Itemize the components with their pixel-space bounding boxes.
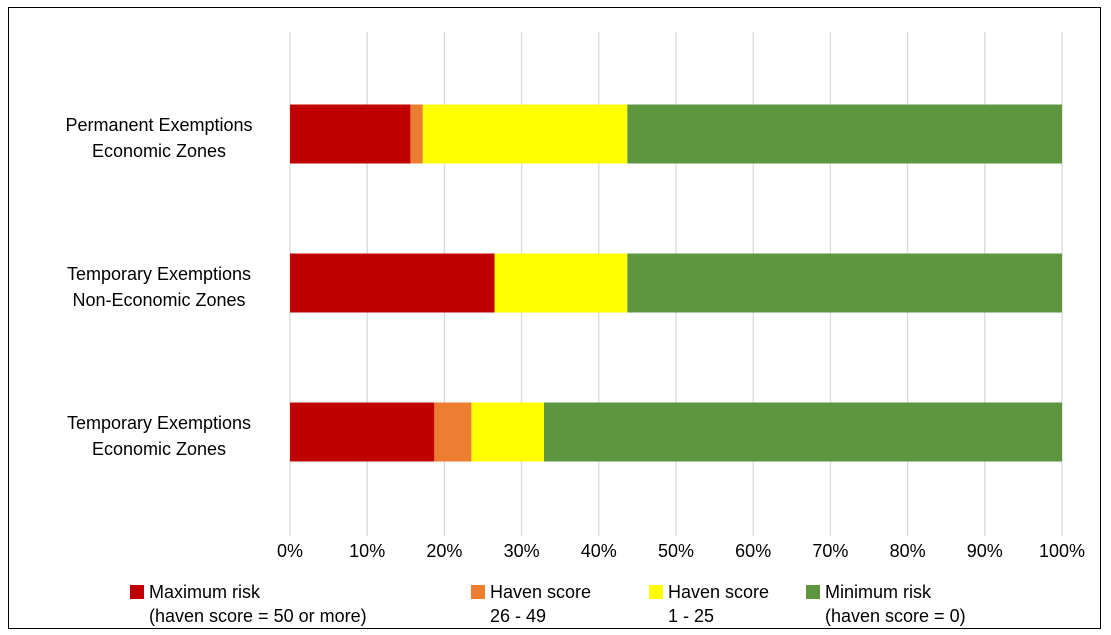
legend-label: Minimum risk (haven score = 0) <box>825 582 966 626</box>
legend-label-line: 1 - 25 <box>668 606 714 626</box>
category-label: Temporary Exemptions Non-Economic Zones <box>67 264 251 310</box>
x-tick-label: 30% <box>504 541 540 561</box>
stacked-bar-chart: Permanent Exemptions Economic ZonesTempor… <box>65 32 1085 626</box>
category-label-line: Economic Zones <box>92 439 226 459</box>
bar-segment <box>627 253 1062 313</box>
legend: Maximum risk (haven score = 50 or more) Ha… <box>130 582 966 626</box>
legend-swatch <box>130 585 144 599</box>
x-tick-label: 10% <box>349 541 385 561</box>
chart-frame: Permanent Exemptions Economic Zones Tempor… <box>8 7 1101 629</box>
bar-segment <box>410 104 423 164</box>
legend-swatch <box>806 585 820 599</box>
legend-label-line: Haven score <box>668 582 769 602</box>
x-axis-tick-labels: 0% 10% 20% 30% 40% 50% 60% 70% 80% 90% 100% <box>277 541 1085 561</box>
bar-segments <box>290 104 1062 462</box>
category-label-line: Permanent Exemptions <box>65 115 252 135</box>
legend-label-line: Haven score <box>490 582 591 602</box>
category-label: Permanent Exemptions Economic Zones <box>65 115 252 161</box>
bar-segment <box>543 402 1062 462</box>
bar-segment <box>471 402 544 462</box>
x-tick-label: 0% <box>277 541 303 561</box>
category-labels: Permanent Exemptions Economic ZonesTempor… <box>65 115 252 459</box>
legend-label-line: 26 - 49 <box>490 606 546 626</box>
legend-swatch <box>649 585 663 599</box>
bar-segment <box>290 402 435 462</box>
x-tick-label: 70% <box>812 541 848 561</box>
bar-segment <box>627 104 1062 164</box>
bar-segment <box>290 104 411 164</box>
legend-label-line: (haven score = 0) <box>825 606 966 626</box>
legend-label-line: Minimum risk <box>825 582 932 602</box>
category-label-line: Temporary Exemptions <box>67 264 251 284</box>
x-tick-label: 40% <box>581 541 617 561</box>
legend-label-line: (haven score = 50 or more) <box>149 606 367 626</box>
bar-segment <box>434 402 472 462</box>
legend-swatch <box>471 585 485 599</box>
x-tick-label: 20% <box>426 541 462 561</box>
x-tick-label: 60% <box>735 541 771 561</box>
category-label-line: Non-Economic Zones <box>72 290 245 310</box>
legend-label-line: Maximum risk <box>149 582 261 602</box>
category-label-line: Economic Zones <box>92 141 226 161</box>
x-tick-label: 50% <box>658 541 694 561</box>
x-tick-label: 90% <box>967 541 1003 561</box>
legend-label: Haven score 1 - 25 <box>668 582 769 626</box>
legend-label: Maximum risk (haven score = 50 or more) <box>149 582 367 626</box>
x-tick-label: 80% <box>890 541 926 561</box>
bar-segment <box>422 104 628 164</box>
legend-label: Haven score 26 - 49 <box>490 582 591 626</box>
category-label-line: Temporary Exemptions <box>67 413 251 433</box>
bar-segment <box>290 253 495 313</box>
x-tick-label: 100% <box>1039 541 1085 561</box>
bar-segment <box>494 253 628 313</box>
category-label: Temporary Exemptions Economic Zones <box>67 413 251 459</box>
